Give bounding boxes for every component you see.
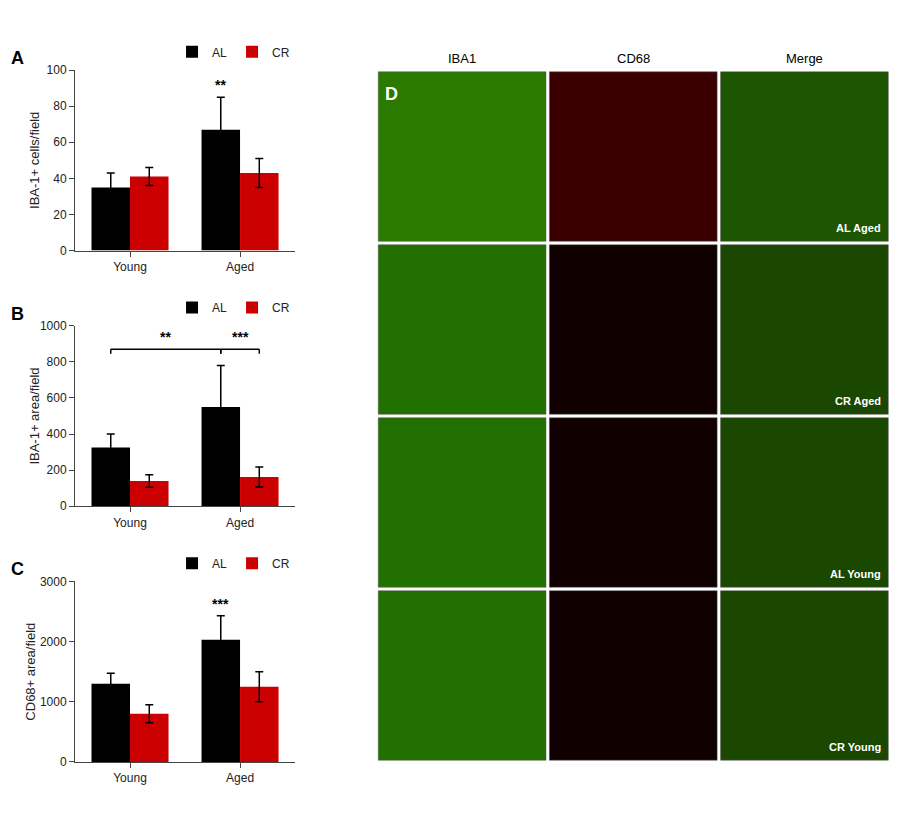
svg-text:Young: Young <box>113 516 147 530</box>
svg-text:D: D <box>385 84 398 104</box>
svg-text:100: 100 <box>47 63 67 77</box>
svg-text:20: 20 <box>53 208 67 222</box>
svg-text:800: 800 <box>47 355 67 369</box>
svg-text:***: *** <box>232 329 249 345</box>
svg-text:Young: Young <box>113 771 147 785</box>
svg-text:CD68+ area/field: CD68+ area/field <box>23 623 38 721</box>
svg-text:600: 600 <box>47 391 67 405</box>
svg-text:80: 80 <box>53 99 67 113</box>
svg-text:CR: CR <box>272 301 290 315</box>
svg-text:AL: AL <box>212 301 227 315</box>
svg-text:AL: AL <box>212 557 227 571</box>
svg-text:AL Young: AL Young <box>830 568 881 580</box>
svg-text:3000: 3000 <box>40 575 67 589</box>
svg-text:**: ** <box>215 77 226 93</box>
svg-text:AL: AL <box>212 46 227 60</box>
svg-text:AL Aged: AL Aged <box>836 222 881 234</box>
svg-text:Aged: Aged <box>226 260 254 274</box>
svg-text:Merge: Merge <box>786 51 823 66</box>
svg-text:***: *** <box>212 596 229 612</box>
svg-text:IBA-1+ area/field: IBA-1+ area/field <box>27 367 42 464</box>
svg-text:1000: 1000 <box>40 319 67 333</box>
svg-text:1000: 1000 <box>40 695 67 709</box>
svg-text:0: 0 <box>60 244 67 258</box>
svg-text:0: 0 <box>60 499 67 513</box>
svg-text:IBA-1+ cells/field: IBA-1+ cells/field <box>27 112 42 209</box>
svg-text:CR Young: CR Young <box>829 741 881 753</box>
svg-text:CR: CR <box>272 557 290 571</box>
svg-text:CD68: CD68 <box>617 51 650 66</box>
svg-text:Young: Young <box>113 260 147 274</box>
svg-text:A: A <box>11 48 24 68</box>
svg-text:60: 60 <box>53 135 67 149</box>
svg-text:0: 0 <box>60 755 67 769</box>
svg-text:CR: CR <box>272 46 290 60</box>
svg-text:C: C <box>11 559 24 579</box>
svg-text:IBA1: IBA1 <box>448 51 476 66</box>
svg-text:2000: 2000 <box>40 635 67 649</box>
svg-text:CR Aged: CR Aged <box>835 395 881 407</box>
svg-text:B: B <box>11 304 24 324</box>
svg-text:Aged: Aged <box>226 771 254 785</box>
svg-text:**: ** <box>160 329 171 345</box>
svg-text:200: 200 <box>47 463 67 477</box>
svg-text:40: 40 <box>53 172 67 186</box>
svg-text:400: 400 <box>47 427 67 441</box>
svg-text:Aged: Aged <box>226 516 254 530</box>
